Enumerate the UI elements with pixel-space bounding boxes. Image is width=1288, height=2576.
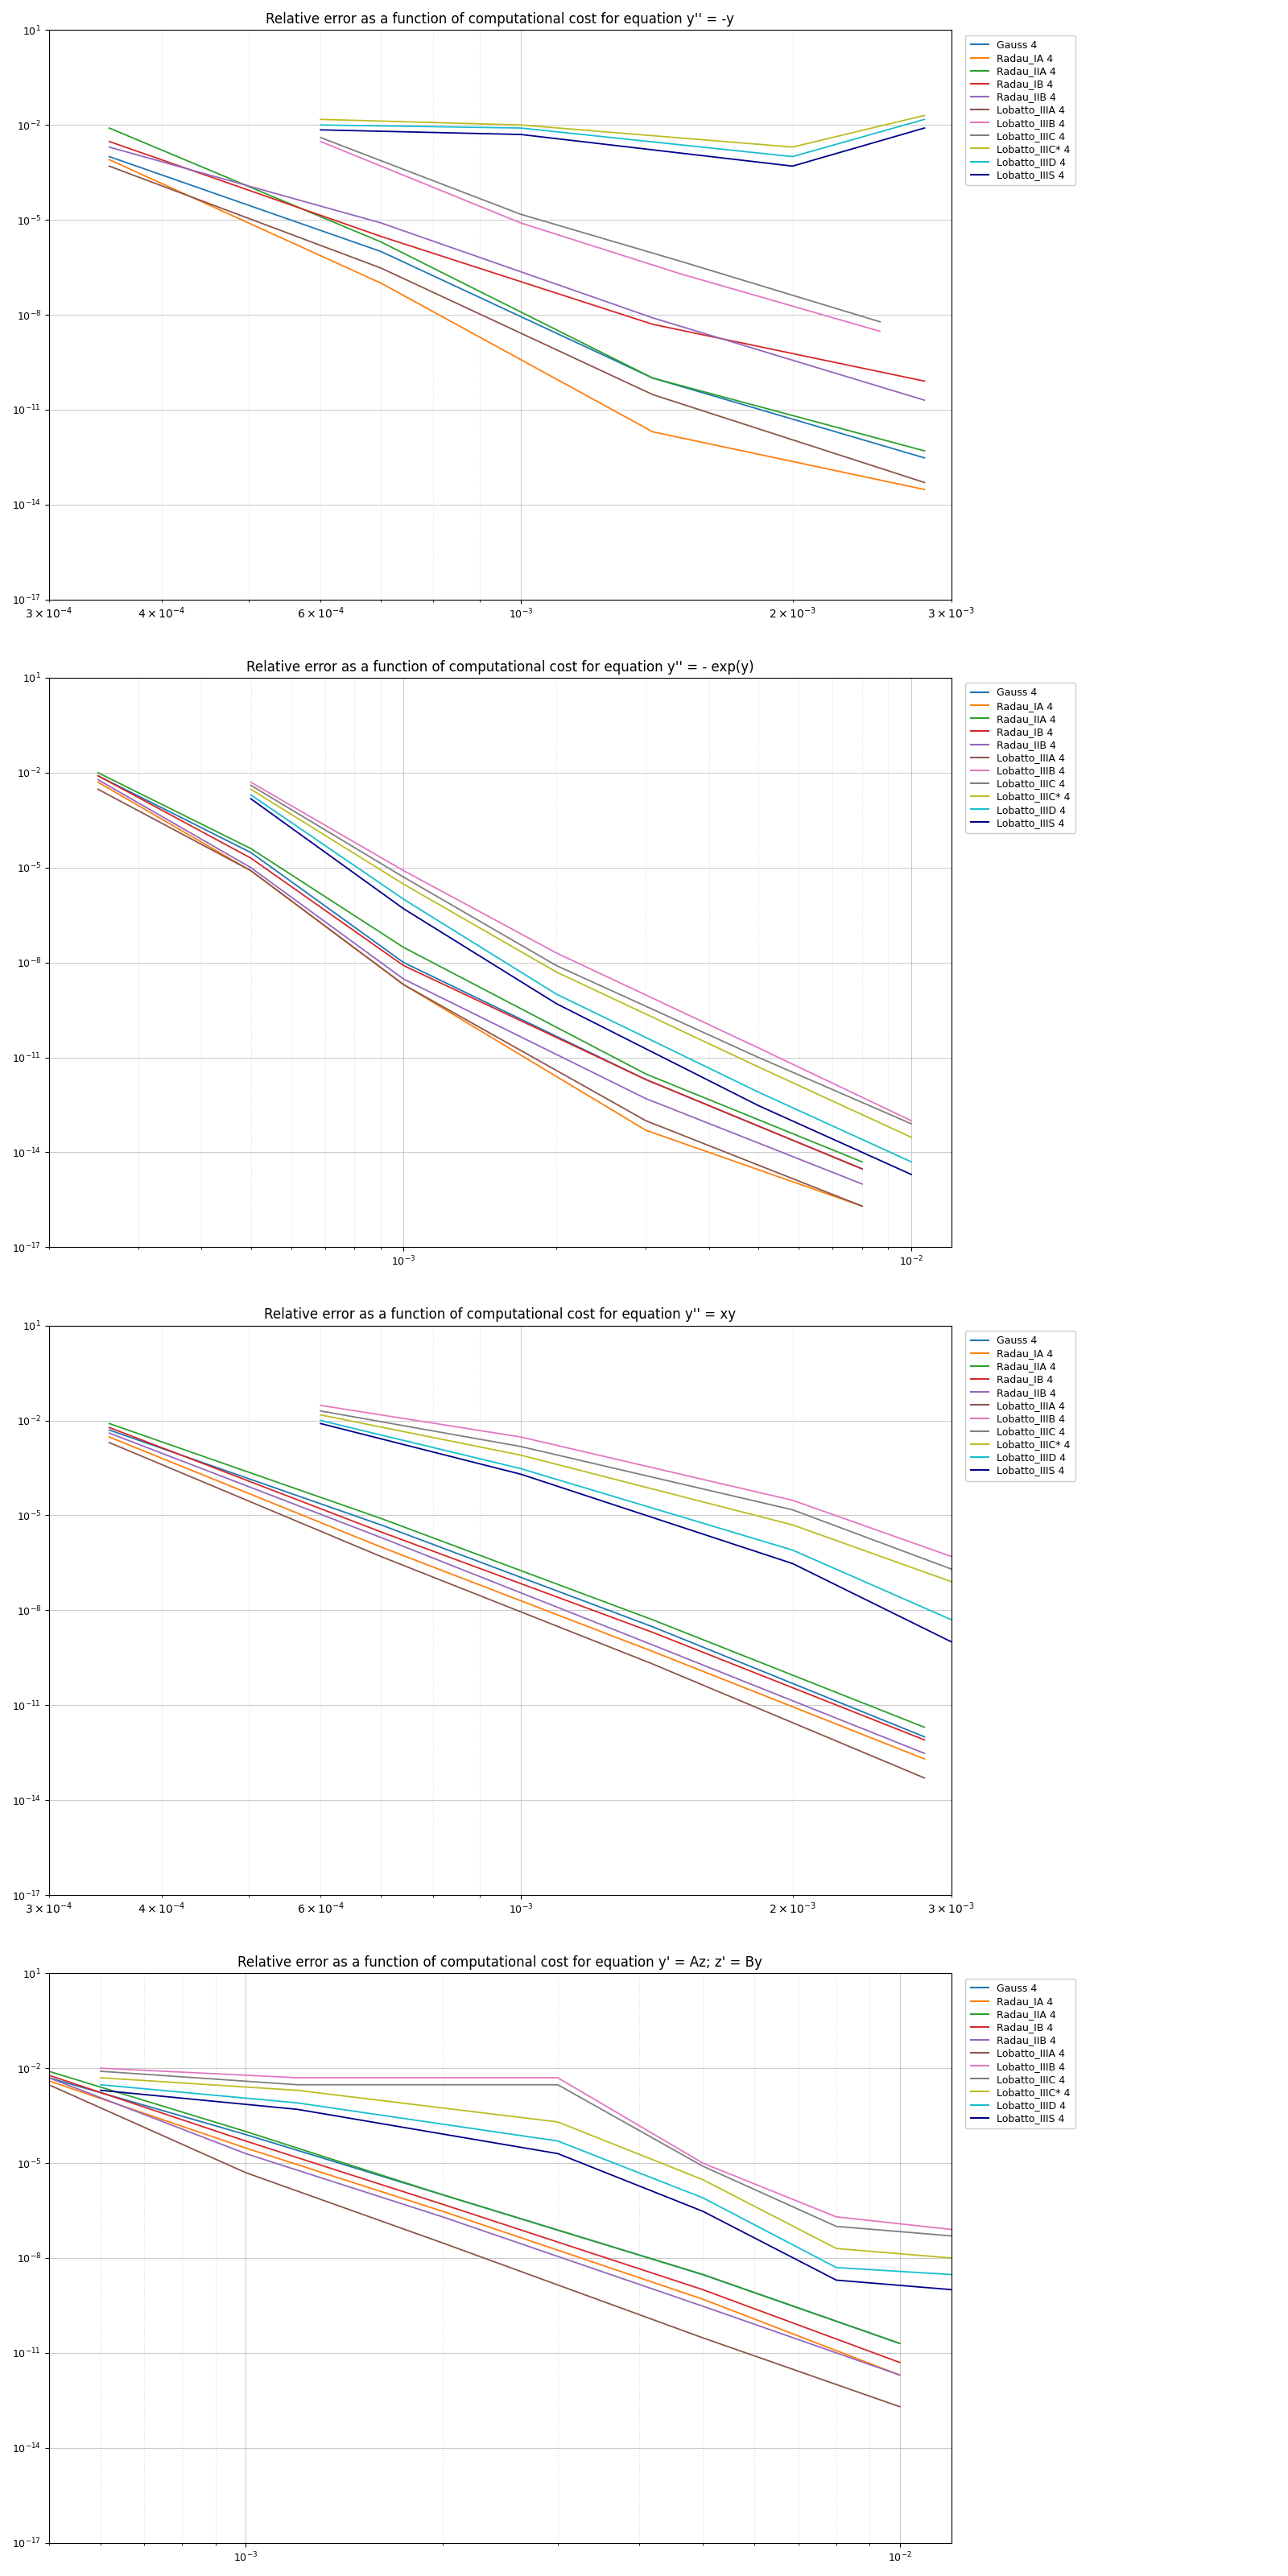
Title: Relative error as a function of computational cost for equation y'' = -y: Relative error as a function of computat… — [265, 13, 734, 26]
Legend: Gauss 4, Radau_IA 4, Radau_IIA 4, Radau_IB 4, Radau_IIB 4, Lobatto_IIIA 4, Lobat: Gauss 4, Radau_IA 4, Radau_IIA 4, Radau_… — [966, 1332, 1075, 1481]
Title: Relative error as a function of computational cost for equation y'' = - exp(y): Relative error as a function of computat… — [246, 659, 753, 675]
Legend: Gauss 4, Radau_IA 4, Radau_IIA 4, Radau_IB 4, Radau_IIB 4, Lobatto_IIIA 4, Lobat: Gauss 4, Radau_IA 4, Radau_IIA 4, Radau_… — [966, 36, 1075, 185]
Legend: Gauss 4, Radau_IA 4, Radau_IIA 4, Radau_IB 4, Radau_IIB 4, Lobatto_IIIA 4, Lobat: Gauss 4, Radau_IA 4, Radau_IIA 4, Radau_… — [966, 683, 1075, 832]
Legend: Gauss 4, Radau_IA 4, Radau_IIA 4, Radau_IB 4, Radau_IIB 4, Lobatto_IIIA 4, Lobat: Gauss 4, Radau_IA 4, Radau_IIA 4, Radau_… — [966, 1978, 1075, 2128]
Title: Relative error as a function of computational cost for equation y'' = xy: Relative error as a function of computat… — [264, 1309, 735, 1321]
Title: Relative error as a function of computational cost for equation y' = Az; z' = By: Relative error as a function of computat… — [238, 1955, 762, 1971]
